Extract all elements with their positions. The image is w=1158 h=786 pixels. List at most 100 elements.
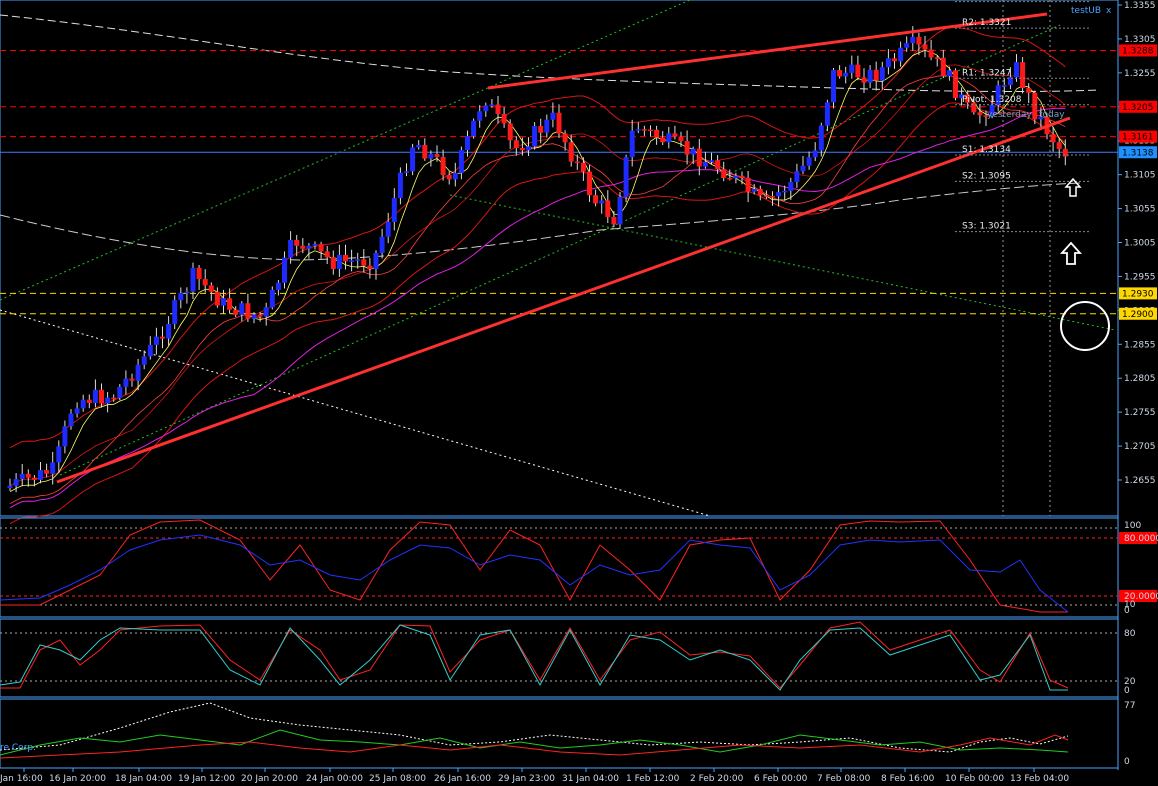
candle bbox=[574, 161, 580, 164]
price-tick-label: 1.2955 bbox=[1124, 272, 1156, 282]
time-tick-label: 25 Jan 08:00 bbox=[369, 774, 426, 784]
candle bbox=[885, 58, 891, 68]
candle bbox=[495, 104, 501, 114]
candle bbox=[19, 473, 25, 480]
candle bbox=[800, 165, 806, 172]
candle bbox=[940, 57, 946, 77]
candle bbox=[666, 133, 672, 143]
ma-magenta bbox=[9, 107, 1066, 509]
candle bbox=[971, 102, 977, 113]
candle bbox=[556, 112, 562, 134]
time-tick-label: 26 Jan 16:00 bbox=[434, 774, 491, 784]
candle bbox=[519, 148, 525, 151]
candle bbox=[129, 378, 135, 381]
indicator-label[interactable]: testUB bbox=[1071, 6, 1101, 16]
indicator-axis-label: 0 bbox=[1124, 686, 1130, 696]
trendlines[interactable] bbox=[56, 12, 1071, 484]
candle bbox=[599, 200, 605, 204]
stoch2-red-line bbox=[0, 621, 1069, 689]
candle bbox=[269, 289, 275, 308]
candle bbox=[428, 154, 434, 159]
main-price-panel[interactable]: R3: 1.3360 R2: 1.3321 R1: 1.3247 Pivot: 1.3… bbox=[0, 0, 1119, 525]
candle bbox=[641, 129, 647, 131]
price-tick-label: 1.3105 bbox=[1124, 171, 1156, 181]
stochastic-panel-2[interactable] bbox=[0, 618, 1119, 698]
arrow-up-outline-icon bbox=[1064, 177, 1082, 197]
candle bbox=[117, 386, 123, 398]
bollinger-middle bbox=[9, 64, 1066, 487]
candle bbox=[623, 157, 629, 198]
price-box-label: 1.2900 bbox=[1122, 310, 1154, 320]
time-tick-label: 8 Feb 16:00 bbox=[881, 774, 935, 784]
candle bbox=[983, 115, 989, 117]
candle bbox=[1062, 148, 1068, 157]
price-tick-label: 1.3055 bbox=[1124, 205, 1156, 215]
stoch1-blue-line bbox=[0, 534, 1069, 613]
time-tick-label: 18 Jan 04:00 bbox=[115, 774, 172, 784]
time-tick-label: 29 Jan 23:00 bbox=[498, 774, 555, 784]
candle bbox=[855, 64, 861, 78]
price-box bbox=[1119, 44, 1157, 57]
candle bbox=[214, 291, 220, 306]
price-box-label: 1.3205 bbox=[1122, 103, 1154, 113]
candle bbox=[904, 43, 910, 48]
candle bbox=[160, 336, 165, 339]
candle bbox=[892, 58, 897, 62]
candle bbox=[709, 160, 714, 162]
candle bbox=[770, 196, 775, 198]
candle bbox=[526, 146, 531, 151]
pivot-level-label: S2: 1.3095 bbox=[962, 171, 1011, 181]
ma-yellow bbox=[9, 49, 1066, 493]
candle bbox=[458, 150, 464, 173]
candle bbox=[544, 119, 550, 133]
candle bbox=[385, 221, 391, 237]
close-icon[interactable]: x bbox=[1106, 6, 1112, 16]
candle bbox=[141, 356, 147, 365]
time-tick-label: 20 Jan 20:00 bbox=[241, 774, 298, 784]
time-tick-label: 10 Feb 00:00 bbox=[945, 774, 1004, 784]
time-tick-label: Jan 16:00 bbox=[0, 774, 43, 784]
price-box bbox=[1119, 100, 1157, 113]
price-box bbox=[1119, 130, 1157, 143]
candle bbox=[312, 244, 318, 246]
candle bbox=[953, 70, 958, 99]
stochastic-panel-1[interactable] bbox=[0, 517, 1119, 618]
candle bbox=[879, 67, 885, 81]
candle bbox=[562, 133, 568, 143]
candle bbox=[80, 399, 86, 409]
adx-green-line bbox=[0, 729, 1069, 756]
candle bbox=[538, 126, 544, 133]
candle bbox=[251, 314, 257, 319]
indicator-axis-label: 20 bbox=[1124, 677, 1136, 687]
candle bbox=[330, 257, 336, 269]
time-tick-label: 6 Feb 00:00 bbox=[754, 774, 808, 784]
candle bbox=[172, 300, 178, 324]
candle bbox=[898, 47, 904, 62]
candle bbox=[721, 169, 727, 178]
candle bbox=[123, 378, 129, 387]
indicator-axis-label: 80.0000 bbox=[1124, 534, 1158, 544]
candle bbox=[849, 64, 855, 73]
candle bbox=[916, 36, 922, 45]
adx-red-line bbox=[0, 734, 1069, 759]
indicator-axis-label: 20.0000 bbox=[1124, 592, 1158, 602]
price-tick-label: 1.2855 bbox=[1124, 340, 1156, 350]
candle bbox=[507, 123, 513, 141]
candle bbox=[660, 137, 666, 143]
candle bbox=[715, 160, 721, 170]
time-axis[interactable]: Jan 16:00 16 Jan 20:00 18 Jan 04:00 19 Jan … bbox=[0, 768, 1069, 784]
candle bbox=[843, 72, 849, 77]
candle bbox=[178, 292, 184, 301]
candle bbox=[727, 177, 733, 180]
slow-moving-averages bbox=[0, 14, 1101, 261]
arrow-up-outline-icon bbox=[1059, 241, 1083, 265]
candle bbox=[31, 477, 37, 480]
time-tick-label: 16 Jan 20:00 bbox=[49, 774, 106, 784]
candle bbox=[580, 162, 586, 172]
adx-panel[interactable]: re Corp. bbox=[0, 698, 1119, 769]
candle bbox=[629, 130, 635, 158]
upper-trendline[interactable] bbox=[487, 12, 1048, 90]
lower-trendline[interactable] bbox=[56, 116, 1071, 484]
candle bbox=[25, 473, 31, 478]
